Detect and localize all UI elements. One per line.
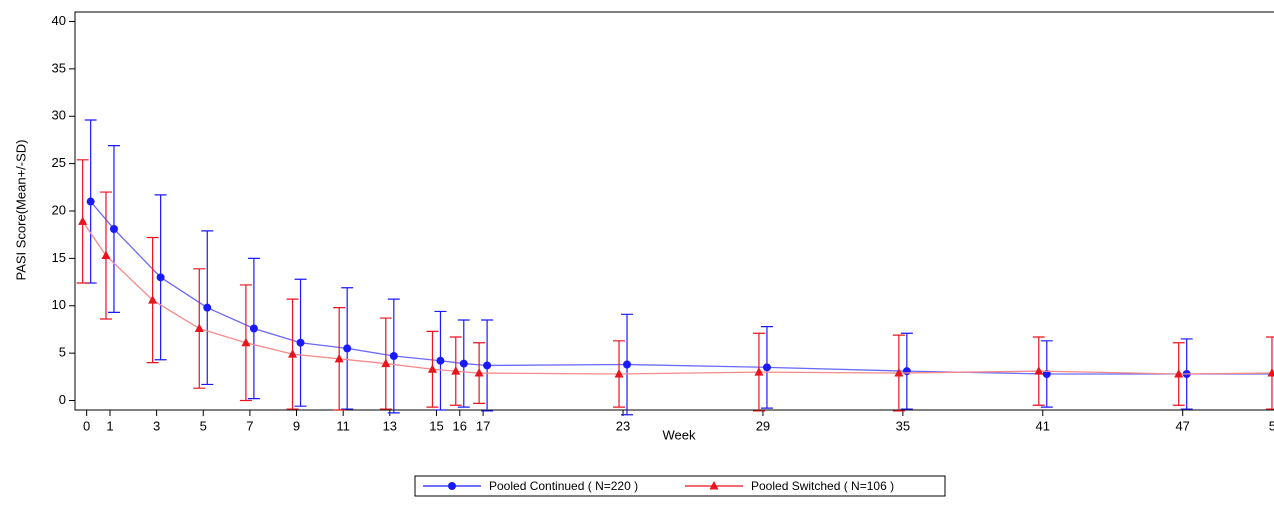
x-tick-label: 29 (756, 418, 770, 433)
data-point (1034, 366, 1044, 375)
y-tick-label: 15 (52, 250, 66, 265)
data-point (78, 216, 88, 225)
x-tick-label: 47 (1175, 418, 1189, 433)
data-point (109, 225, 118, 234)
data-point (1267, 368, 1274, 377)
legend-box (414, 475, 946, 497)
data-point (101, 250, 111, 260)
x-tick-label: 9 (293, 418, 300, 433)
data-point (203, 303, 212, 312)
x-tick-label: 23 (616, 418, 630, 433)
legend: Pooled Continued ( N=220 ) Pooled Switche… (414, 475, 946, 497)
data-point (436, 356, 445, 365)
x-tick-label: 13 (383, 418, 397, 433)
data-point (334, 353, 344, 363)
y-tick-label: 40 (52, 13, 66, 28)
data-point (1174, 368, 1184, 378)
data-point (623, 360, 632, 369)
x-axis-label: Week (663, 427, 696, 442)
y-tick-label: 10 (52, 297, 66, 312)
x-tick-label: 51 (1269, 418, 1274, 433)
data-point (296, 338, 305, 347)
data-point (86, 197, 95, 206)
x-tick-label: 35 (896, 418, 910, 433)
data-point (241, 337, 251, 347)
data-point (288, 349, 298, 358)
x-tick-label: 17 (476, 418, 490, 433)
data-point (614, 368, 624, 378)
y-tick-label: 0 (59, 392, 66, 407)
x-tick-label: 3 (153, 418, 160, 433)
x-tick-label: 0 (83, 418, 90, 433)
y-tick-label: 20 (52, 202, 66, 217)
y-tick-label: 35 (52, 60, 66, 75)
data-point (762, 363, 771, 372)
data-point (754, 367, 764, 376)
x-tick-label: 15 (429, 418, 443, 433)
y-tick-label: 30 (52, 108, 66, 123)
data-point (381, 358, 391, 368)
data-point (451, 366, 461, 375)
plot-frame (74, 11, 1274, 411)
y-tick-label: 25 (52, 155, 66, 170)
data-point (249, 324, 258, 333)
data-point (156, 273, 165, 282)
data-point (474, 368, 484, 377)
data-point (343, 344, 352, 353)
data-point (483, 361, 492, 370)
data-point (148, 295, 158, 304)
x-tick-label: 5 (200, 418, 207, 433)
y-axis-label: PASI Score(Mean+/-SD) (13, 139, 28, 280)
legend-label: Pooled Switched ( N=106 ) (751, 479, 894, 493)
legend-label: Pooled Continued ( N=220 ) (489, 479, 638, 493)
y-tick-label: 5 (59, 345, 66, 360)
data-point (902, 367, 911, 376)
x-tick-label: 11 (336, 418, 350, 433)
x-tick-label: 1 (106, 418, 113, 433)
x-tick-label: 7 (246, 418, 253, 433)
data-point (459, 359, 468, 368)
x-tick-label: 16 (453, 418, 467, 433)
legend-marker (448, 482, 456, 490)
data-point (389, 351, 398, 360)
data-point (894, 368, 904, 377)
series-line (82, 221, 1272, 375)
data-point (427, 364, 437, 373)
legend-marker (709, 481, 719, 490)
x-tick-label: 41 (1036, 418, 1050, 433)
data-point (194, 323, 204, 333)
